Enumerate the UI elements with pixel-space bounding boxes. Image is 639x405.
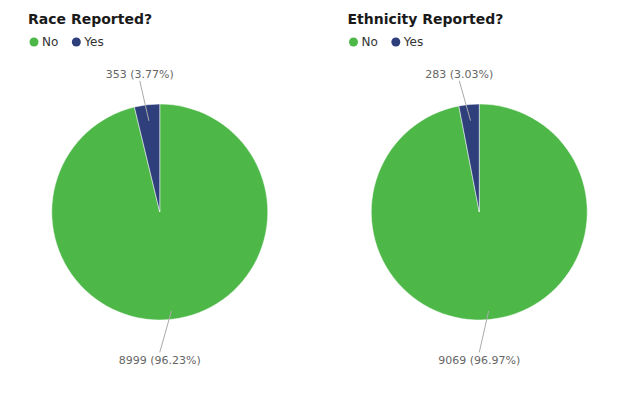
- data-label: 8999 (96.23%): [119, 354, 201, 367]
- pie-slice: [459, 104, 479, 212]
- data-label: 9069 (96.97%): [438, 354, 520, 367]
- legend-item: No: [30, 35, 59, 49]
- label-leader: [459, 81, 470, 121]
- pie-slice: [134, 104, 159, 212]
- label-leader: [140, 81, 149, 121]
- legend-swatch: [349, 38, 358, 47]
- legend-label: Yes: [403, 35, 423, 49]
- legend-swatch: [72, 38, 81, 47]
- data-label: 353 (3.77%): [106, 68, 174, 81]
- legend-item: Yes: [72, 35, 104, 49]
- pie-panel: Race Reported? No Yes 353 (3.77%) 8999 (96.2…: [28, 11, 268, 367]
- background: [0, 0, 639, 405]
- legend-swatch: [391, 38, 400, 47]
- legend-item: No: [349, 35, 378, 49]
- slices: [52, 104, 268, 320]
- legend-label: Yes: [83, 35, 103, 49]
- legend-label: No: [42, 35, 58, 49]
- slices: [371, 104, 587, 320]
- chart-canvas: Race Reported? No Yes 353 (3.77%) 8999 (96.2…: [0, 0, 639, 405]
- legend-label: No: [362, 35, 378, 49]
- pie-panel: Ethnicity Reported? No Yes 283 (3.03%) 9069 …: [348, 11, 588, 367]
- label-leader: [479, 311, 488, 352]
- label-leader: [160, 311, 172, 353]
- legend-item: Yes: [391, 35, 423, 49]
- pie-slice: [371, 104, 587, 320]
- data-label: 283 (3.03%): [425, 68, 493, 81]
- chart-title: Ethnicity Reported?: [348, 11, 504, 27]
- pie-slice: [52, 104, 268, 320]
- chart-title: Race Reported?: [28, 11, 152, 27]
- legend-swatch: [30, 38, 39, 47]
